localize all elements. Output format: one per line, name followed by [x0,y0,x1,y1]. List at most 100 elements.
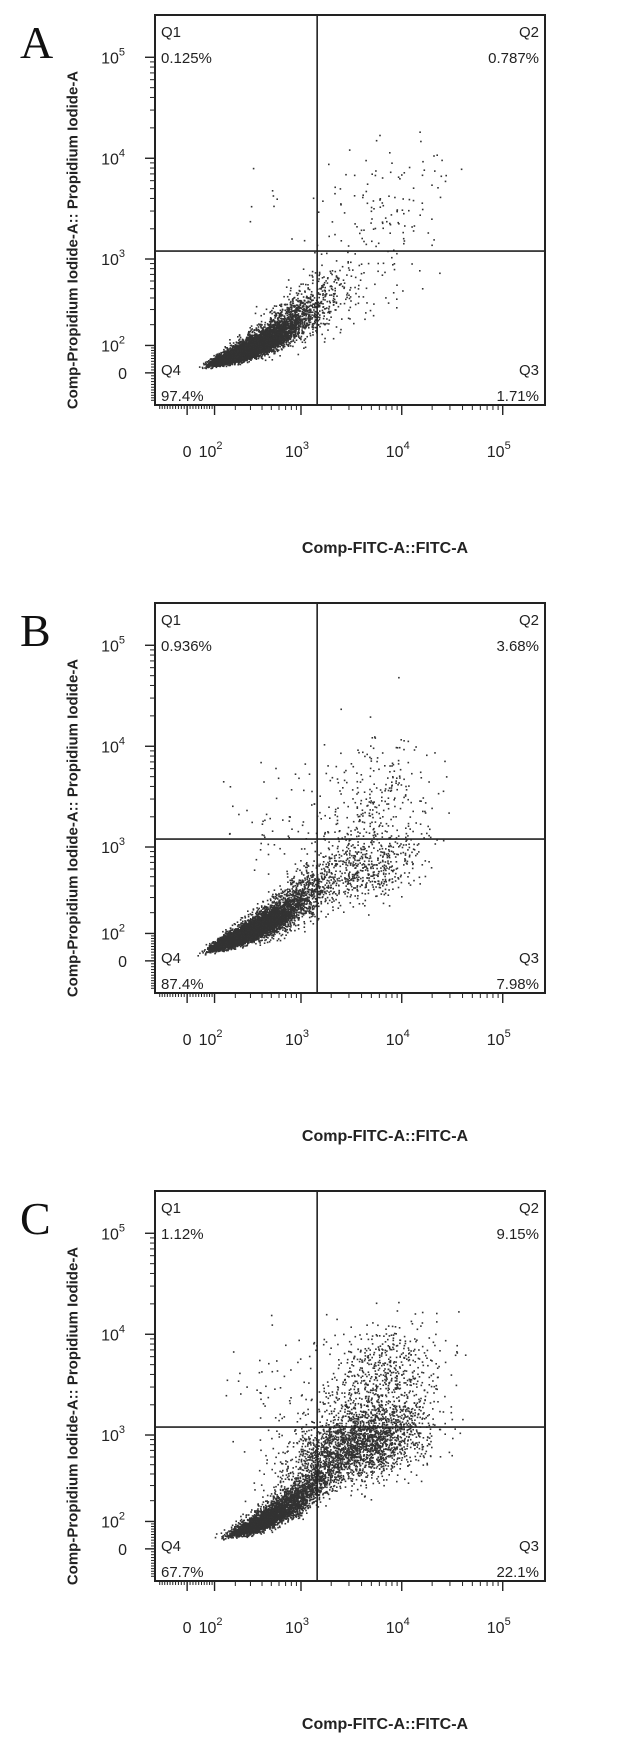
event-dot [256,324,259,326]
event-dot [230,344,233,347]
event-dot [231,363,233,366]
event-dot [225,361,227,364]
event-dot [297,333,300,335]
event-dot [228,364,230,367]
event-dot [293,336,295,338]
event-dot [229,347,232,349]
event-dot [317,306,320,308]
event-dot [257,349,259,352]
event-dot [245,339,247,341]
event-dot [216,360,218,362]
event-dot [221,356,224,358]
event-dot [241,362,243,364]
event-dot [239,363,242,366]
event-dot [264,359,267,362]
event-dot [249,357,251,360]
event-dot [249,327,251,329]
event-dot [218,362,220,365]
panel-letter: A [20,16,53,69]
event-dot [221,363,223,365]
event-dot [238,338,241,341]
event-dot [219,363,221,366]
event-dot [234,352,236,355]
event-dot [226,354,228,357]
event-dot [299,321,302,323]
event-dot [324,290,327,293]
event-dot [208,363,211,365]
event-dot [274,330,277,333]
event-dot [251,331,254,334]
event-dot [215,365,218,368]
event-dot [250,329,252,331]
event-dot [283,315,285,317]
event-dot [230,353,233,355]
event-dot [249,356,252,358]
event-dot [222,364,225,366]
event-dot [238,339,240,341]
event-dot [260,340,263,342]
event-dot [231,348,233,350]
event-dot [274,323,277,325]
event-dot [226,348,229,351]
event-dot [252,330,254,333]
event-dot [234,351,236,354]
event-dot [251,336,253,339]
event-dot [281,342,284,344]
event-dot [298,323,300,325]
event-dot [227,356,230,359]
event-dot [268,327,271,329]
event-dot [237,342,240,344]
event-dot [279,309,282,312]
event-dot [205,363,207,366]
event-dot [270,324,272,326]
event-dot [260,325,262,327]
flow-plot-panel-a: A Comp-Propidium Iodide-A:: Propidium Io… [0,0,644,588]
event-dot [298,307,301,310]
event-dot [288,317,290,319]
event-dot [213,360,216,362]
event-dot [212,360,214,363]
event-dot [261,324,263,326]
event-dot [220,351,222,354]
event-dot [202,362,205,365]
event-dot [213,361,216,364]
event-dot [211,367,214,369]
event-dot [214,359,217,361]
event-dot [232,350,235,353]
event-dot [224,346,226,348]
event-dot [220,358,222,360]
event-dot [289,319,292,322]
event-dot [251,336,254,338]
event-dot [212,358,215,360]
event-dot [258,323,260,325]
event-dot [243,347,245,350]
event-dot [301,325,304,327]
event-dot [293,326,295,329]
event-dot [225,351,227,353]
event-dot [209,364,211,366]
event-dot [225,356,227,359]
event-dot [313,314,316,317]
event-dot [240,340,243,343]
event-dot [290,310,293,313]
event-dot [291,331,293,333]
event-dot [224,346,227,349]
event-dot [207,361,209,364]
event-dot [253,352,256,355]
event-dot [292,319,295,321]
event-dot [288,336,291,339]
event-dot [307,319,310,322]
event-dot [198,366,201,368]
event-dot [228,353,231,355]
event-dot [281,314,284,316]
event-dot [237,361,239,363]
event-dot [238,341,241,344]
event-dot [243,359,245,361]
event-dot [268,331,271,333]
event-dot [296,326,299,328]
event-dot [218,364,220,367]
event-dot [266,351,268,353]
event-dot [238,361,241,364]
event-dot [216,361,218,363]
